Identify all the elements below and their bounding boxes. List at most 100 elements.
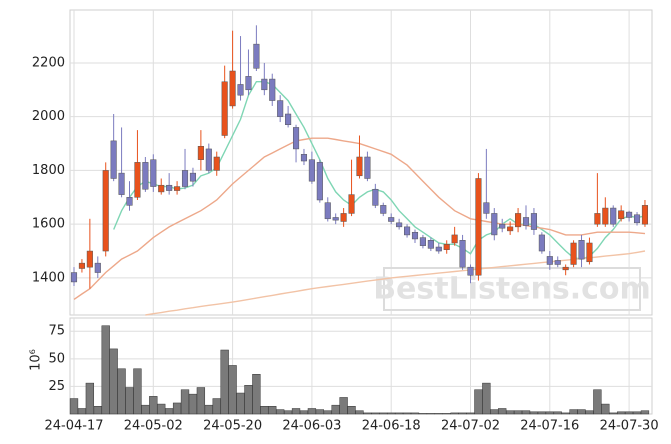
candle-body (451, 234, 458, 244)
candle-body (380, 205, 387, 214)
candle-body (269, 78, 276, 101)
candle-body (419, 237, 426, 246)
y-tick-label: 1800 (32, 163, 65, 178)
candle-body (515, 213, 522, 228)
candle-body (70, 272, 78, 283)
candle-body (530, 213, 537, 230)
candle-body (261, 78, 268, 91)
candle-body (499, 223, 506, 229)
candle-body (578, 240, 585, 260)
volume-bar (434, 413, 443, 415)
y-tick-label: 75 (48, 324, 65, 339)
volume-bar (426, 413, 436, 415)
volume-bar (394, 412, 404, 415)
x-tick-label: 24-05-02 (124, 419, 183, 434)
candle-body (300, 154, 308, 162)
y-tick-label: 2200 (32, 55, 65, 70)
volume-bar (69, 398, 79, 415)
volume-bar (283, 410, 293, 415)
y-tick-label: 2000 (32, 109, 65, 124)
volume-bar (410, 412, 420, 415)
volume-bar (77, 408, 87, 415)
moving-average-line (113, 81, 646, 260)
volume-bar (323, 410, 332, 415)
candle-body (174, 186, 181, 191)
candle-body (285, 113, 292, 125)
candle-body (340, 213, 347, 222)
candle-body (475, 178, 482, 276)
volume-bar (141, 404, 150, 415)
y-tick-label: 50 (48, 351, 65, 366)
candle-body (102, 170, 109, 252)
candle-body (150, 159, 157, 187)
volume-bar (624, 411, 634, 415)
candle-body (166, 184, 173, 191)
candle-body (570, 242, 577, 265)
volume-bar (458, 412, 467, 415)
candle-body (142, 162, 149, 190)
candle-body (562, 266, 569, 271)
volume-bar (466, 412, 475, 415)
candle-body (364, 156, 371, 179)
candle-body (602, 207, 609, 225)
candle-body (388, 217, 395, 222)
candle-body (308, 159, 315, 182)
candle-body (118, 172, 125, 195)
candle-body (586, 242, 593, 263)
candle-body (404, 226, 411, 236)
candle-body (134, 162, 141, 198)
volume-bar (632, 411, 642, 415)
volume-bar (371, 412, 380, 415)
candle-body (459, 240, 466, 268)
volume-bar (212, 398, 221, 415)
volume-bar (545, 411, 554, 415)
x-tick-label: 24-07-16 (520, 419, 579, 434)
candle-body (110, 140, 117, 179)
candle-body (94, 262, 101, 273)
candle-body (396, 222, 403, 228)
volume-bar (379, 412, 388, 415)
volume-bar (513, 410, 523, 415)
volume-bar (196, 387, 206, 415)
volume-bar (339, 397, 348, 415)
candle-body (411, 231, 419, 240)
volume-bar (133, 368, 142, 415)
candle-body (348, 194, 355, 214)
candle-body (237, 84, 244, 96)
candle-body (158, 184, 165, 193)
x-tick-label: 24-06-03 (282, 419, 341, 434)
y-tick-label: 1600 (32, 217, 65, 232)
volume-bar (307, 408, 317, 415)
volume-bar (387, 412, 396, 415)
candle-body (507, 226, 514, 232)
volume-bar (418, 413, 428, 415)
volume-bar (402, 412, 412, 415)
candle-body (253, 43, 260, 69)
volume-bar (490, 409, 499, 415)
volume-bar (165, 408, 174, 415)
volume-bar (506, 410, 515, 415)
candle-body (181, 170, 189, 187)
x-tick-label: 24-07-30 (600, 419, 659, 434)
volume-bar (188, 393, 198, 415)
volume-bar (474, 389, 483, 415)
volume-bar (228, 365, 237, 415)
candle-body (189, 172, 196, 182)
candle-body (356, 156, 363, 177)
volume-bar (276, 409, 285, 415)
volume-bar (315, 409, 324, 415)
volume-bar (331, 404, 340, 415)
candle-body (427, 240, 434, 249)
candle-body (538, 234, 545, 252)
volume-bar (236, 392, 245, 415)
y-tick-label: 1400 (32, 270, 65, 285)
volume-bar (498, 408, 507, 415)
candle-body (86, 250, 93, 268)
candle-body (221, 81, 228, 136)
volume-bar (569, 409, 578, 415)
candle-body (633, 214, 641, 224)
volume-bar (157, 403, 166, 415)
volume-bar (640, 410, 650, 415)
candle-body (641, 205, 649, 225)
